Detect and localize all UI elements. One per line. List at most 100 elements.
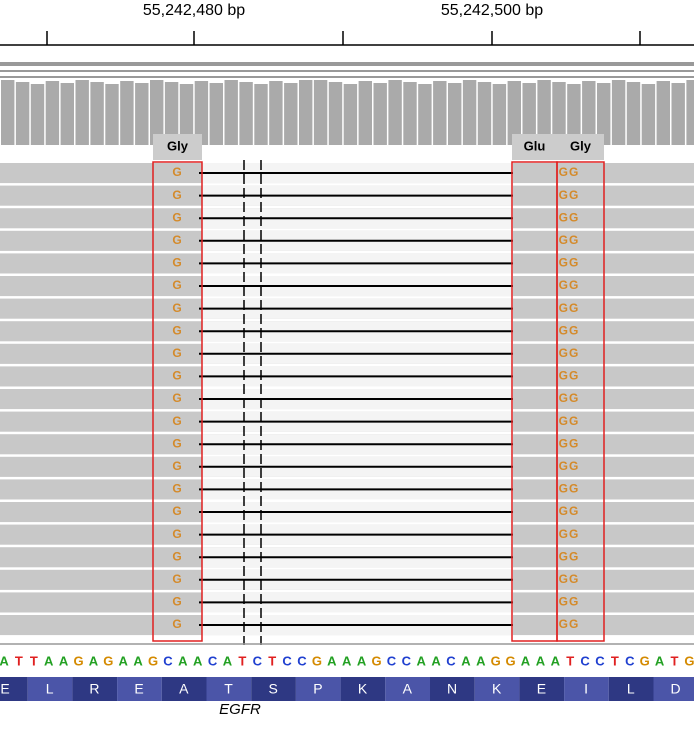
read-bases: GG [559,391,580,405]
sequence-base: T [238,653,246,668]
read-bases: GG [559,165,580,179]
sequence-base: C [208,653,218,668]
sequence-base: A [59,653,69,668]
coverage-bar [239,82,252,145]
read-bases: GG [559,595,580,609]
sequence-base: G [73,653,83,668]
sequence-base: C [446,653,456,668]
coverage-bar [657,81,670,145]
read-bases: GG [559,459,580,473]
coverage-bar [448,83,461,145]
read-bases: GG [559,482,580,496]
read-bases: GG [559,278,580,292]
read-base: G [172,323,181,337]
read-bases: GG [559,527,580,541]
sequence-base: C [282,653,292,668]
read-base: G [172,572,181,586]
sequence-base: C [387,653,397,668]
amino-acid: A [403,681,413,697]
coverage-bar [627,82,640,145]
coverage-bar [284,83,297,145]
read-base: G [172,595,181,609]
sequence-base: C [580,653,590,668]
sequence-base: G [312,653,322,668]
sequence-base: C [625,653,635,668]
coverage-bar [120,81,133,145]
codon-label: Gly [570,138,592,153]
sequence-base: A [461,653,471,668]
read-base: G [172,414,181,428]
amino-acid: T [224,681,233,697]
sequence-base: C [253,653,263,668]
amino-acid: I [584,681,588,697]
read-bases: GG [559,188,580,202]
coverage-bar [418,84,431,145]
coverage-bar [16,82,29,145]
amino-acid: R [89,681,99,697]
coverage-bar [105,84,118,145]
amino-acid: A [179,681,189,697]
sequence-base: A [655,653,665,668]
read-base: G [172,233,181,247]
read-base: G [172,459,181,473]
read-base: G [172,617,181,631]
coverage-bar [76,80,89,145]
read-bases: GG [559,210,580,224]
sequence-base: A [44,653,54,668]
read-base: G [172,278,181,292]
track-separator [0,76,694,78]
read-base: G [172,165,181,179]
sequence-base: A [342,653,352,668]
sequence-base: A [417,653,427,668]
coverage-bar [314,80,327,145]
coverage-bar [135,83,148,145]
sequence-base: T [566,653,574,668]
sequence-base: C [402,653,412,668]
amino-acid: K [492,681,502,697]
amino-acid: E [0,681,9,697]
read-base: G [172,527,181,541]
codon-label: Gly [167,138,189,153]
coverage-bar [1,80,14,145]
read-base: G [172,210,181,224]
coverage-bar [463,80,476,145]
read-bases: GG [559,233,580,247]
sequence-base: A [89,653,99,668]
amino-acid: K [358,681,368,697]
read-base: G [172,482,181,496]
coverage-bar [359,81,372,145]
read-bases: GG [559,617,580,631]
coverage-bar [686,80,694,145]
read-bases: GG [559,572,580,586]
amino-acid: L [46,681,54,697]
track-separator [0,62,694,66]
coverage-bar [254,84,267,145]
amino-acid: E [537,681,546,697]
read-bases: GG [559,504,580,518]
track-separator [0,70,694,72]
sequence-base: A [327,653,337,668]
sequence-base: A [521,653,531,668]
sequence-base: G [506,653,516,668]
sequence-base: T [15,653,23,668]
coverage-bar [329,82,342,145]
read-bases: GG [559,323,580,337]
read-base: G [172,391,181,405]
sequence-base: A [223,653,233,668]
coverage-bar [61,83,74,145]
sequence-base: G [103,653,113,668]
coverage-bar [299,80,312,145]
read-base: G [172,301,181,315]
coverage-bar [90,82,103,145]
gene-label: EGFR [219,701,261,718]
ruler-label: 55,242,500 bp [441,2,543,19]
sequence-base: A [551,653,561,668]
sequence-base: A [0,653,9,668]
coverage-bar [225,80,238,145]
coverage-bar [433,81,446,145]
read-bases: GG [559,436,580,450]
read-bases: GG [559,256,580,270]
coverage-bar [672,83,685,145]
sequence-base: A [193,653,203,668]
